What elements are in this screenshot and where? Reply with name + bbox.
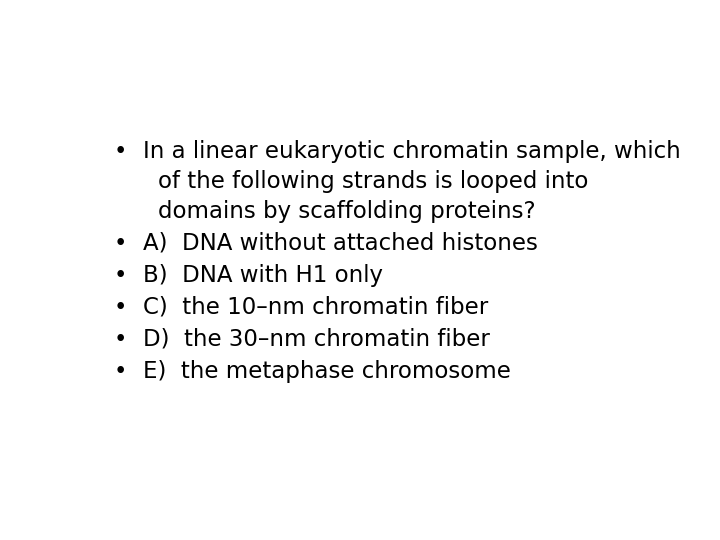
Text: •: •: [114, 295, 127, 319]
Text: •: •: [114, 232, 127, 254]
Text: •: •: [114, 360, 127, 383]
Text: •: •: [114, 140, 127, 163]
Text: D)  the 30–nm chromatin fiber: D) the 30–nm chromatin fiber: [143, 328, 490, 350]
Text: In a linear eukaryotic chromatin sample, which: In a linear eukaryotic chromatin sample,…: [143, 140, 681, 163]
Text: C)  the 10–nm chromatin fiber: C) the 10–nm chromatin fiber: [143, 295, 488, 319]
Text: E)  the metaphase chromosome: E) the metaphase chromosome: [143, 360, 511, 383]
Text: B)  DNA with H1 only: B) DNA with H1 only: [143, 264, 383, 287]
Text: A)  DNA without attached histones: A) DNA without attached histones: [143, 232, 538, 254]
Text: •: •: [114, 328, 127, 350]
Text: domains by scaffolding proteins?: domains by scaffolding proteins?: [158, 199, 536, 222]
Text: of the following strands is looped into: of the following strands is looped into: [158, 170, 588, 193]
Text: •: •: [114, 264, 127, 287]
